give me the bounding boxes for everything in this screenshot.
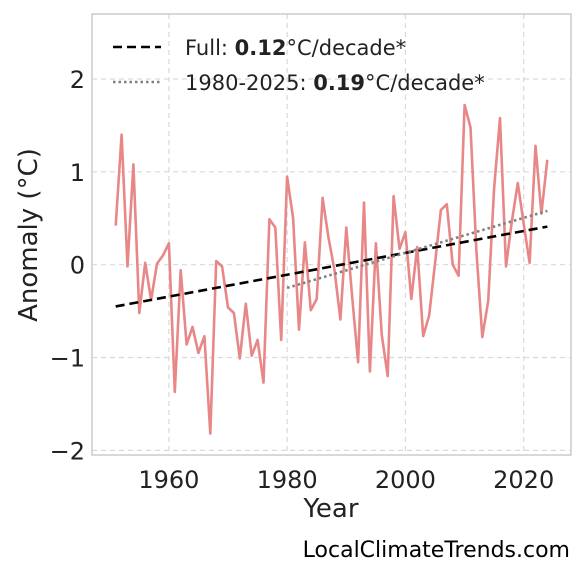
y-tick-label: 1 (70, 159, 85, 187)
legend-suffix: °C/decade* (365, 71, 485, 95)
legend-prefix: Full: (185, 36, 235, 60)
tick-labels: 1960 1980 2000 2020 −2 −1 0 1 2 (50, 66, 555, 494)
plot-area-border (91, 13, 572, 456)
legend-value: 0.19 (313, 71, 365, 95)
legend-prefix: 1980-2025: (185, 71, 313, 95)
y-tick-label: −2 (50, 437, 85, 465)
y-axis-label: Anomaly (°C) (14, 148, 44, 322)
series-layer (114, 103, 549, 435)
source-credit: LocalClimateTrends.com (302, 538, 570, 563)
legend-suffix: °C/decade* (287, 36, 407, 60)
legend-value: 0.12 (235, 36, 287, 60)
legend: Full: 0.12°C/decade*1980-2025: 0.19°C/de… (113, 36, 485, 95)
y-tick-label: 2 (70, 66, 85, 94)
trend-line-full (115, 225, 548, 308)
x-tick-label: 2020 (493, 466, 554, 494)
trend-line-recent (286, 209, 548, 290)
legend-entry-label: Full: 0.12°C/decade* (185, 36, 406, 60)
anomaly-series-line (114, 103, 549, 435)
x-tick-label: 1980 (257, 466, 318, 494)
x-tick-label: 1960 (138, 466, 199, 494)
y-tick-label: −1 (50, 345, 85, 373)
x-tick-label: 2000 (375, 466, 436, 494)
x-axis-label: Year (302, 494, 358, 524)
legend-entry-label: 1980-2025: 0.19°C/decade* (185, 71, 485, 95)
y-tick-label: 0 (70, 252, 85, 280)
